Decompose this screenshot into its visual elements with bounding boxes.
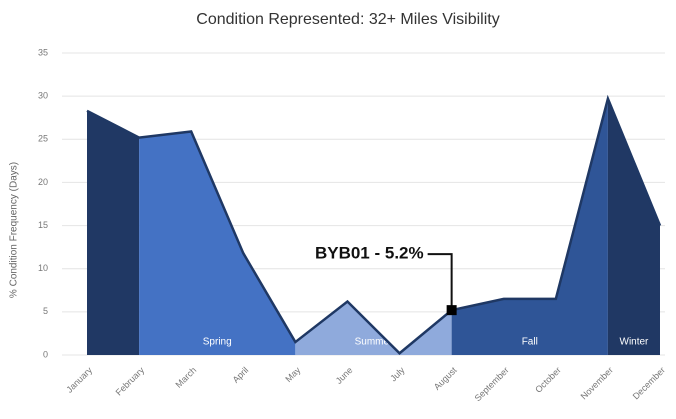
season-area [607, 98, 660, 355]
x-tick-label: September [473, 365, 511, 403]
y-tick-label: 15 [38, 220, 48, 230]
y-axis-label: % Condition Frequency (Days) [9, 162, 20, 298]
x-tick-label: May [283, 365, 302, 384]
x-tick-label: July [388, 365, 407, 384]
y-tick-label: 5 [43, 306, 48, 316]
annotation: BYB01 - 5.2% [315, 244, 424, 263]
line [86, 94, 662, 355]
y-tick-label: 10 [38, 263, 48, 273]
season-area [87, 110, 140, 355]
y-tick-label: 30 [38, 91, 48, 101]
y-tick-label: 35 [38, 47, 48, 57]
season-area [451, 98, 608, 355]
annotation-point [446, 305, 457, 316]
x-tick-label: October [533, 365, 563, 395]
season-area [139, 131, 296, 355]
season-label: Summer [355, 337, 393, 348]
x-tick-label: January [64, 365, 94, 395]
x-tick-label: November [579, 365, 615, 401]
x-tick-label: June [334, 365, 355, 386]
x-tick-label: December [631, 365, 667, 401]
x-tick-label: March [174, 365, 199, 390]
x-tick-label: August [432, 365, 459, 392]
season-label: Spring [203, 337, 232, 348]
y-tick-label: 25 [38, 134, 48, 144]
y-tick-label: 20 [38, 177, 48, 187]
chart-title: Condition Represented: 32+ Miles Visibil… [196, 11, 499, 28]
season-label: Fall [522, 337, 538, 348]
y-tick-label: 0 [43, 349, 48, 359]
season-label: Winter [620, 337, 650, 348]
annotation-leader [427, 253, 453, 311]
x-tick-label: February [114, 365, 147, 398]
x-tick-label: April [231, 365, 251, 385]
